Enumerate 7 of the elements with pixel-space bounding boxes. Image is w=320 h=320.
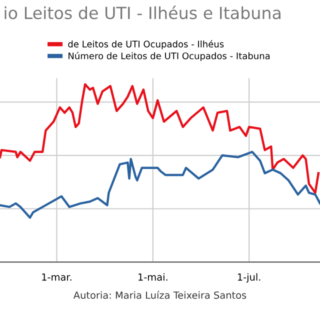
legend-label: Número de Leitos de UTI Ocupados - Itabuna: [68, 52, 270, 62]
x-tick-label: 1-mar.: [42, 273, 72, 281]
legend-label: de Leitos de UTI Ocupados - Ilhéus: [68, 40, 224, 50]
x-tick-label: 1-mai.: [138, 273, 168, 281]
x-tick-label: 1-jul.: [238, 273, 260, 283]
chart-title: io Leitos de UTI - Ilhéus e Itabuna: [4, 6, 280, 20]
text: Autoria: Maria Luíza Teixeira Santos: [73, 290, 246, 299]
